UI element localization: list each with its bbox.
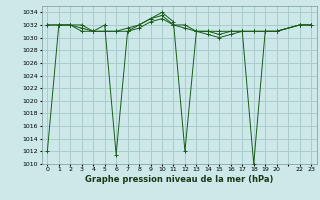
X-axis label: Graphe pression niveau de la mer (hPa): Graphe pression niveau de la mer (hPa)	[85, 175, 273, 184]
